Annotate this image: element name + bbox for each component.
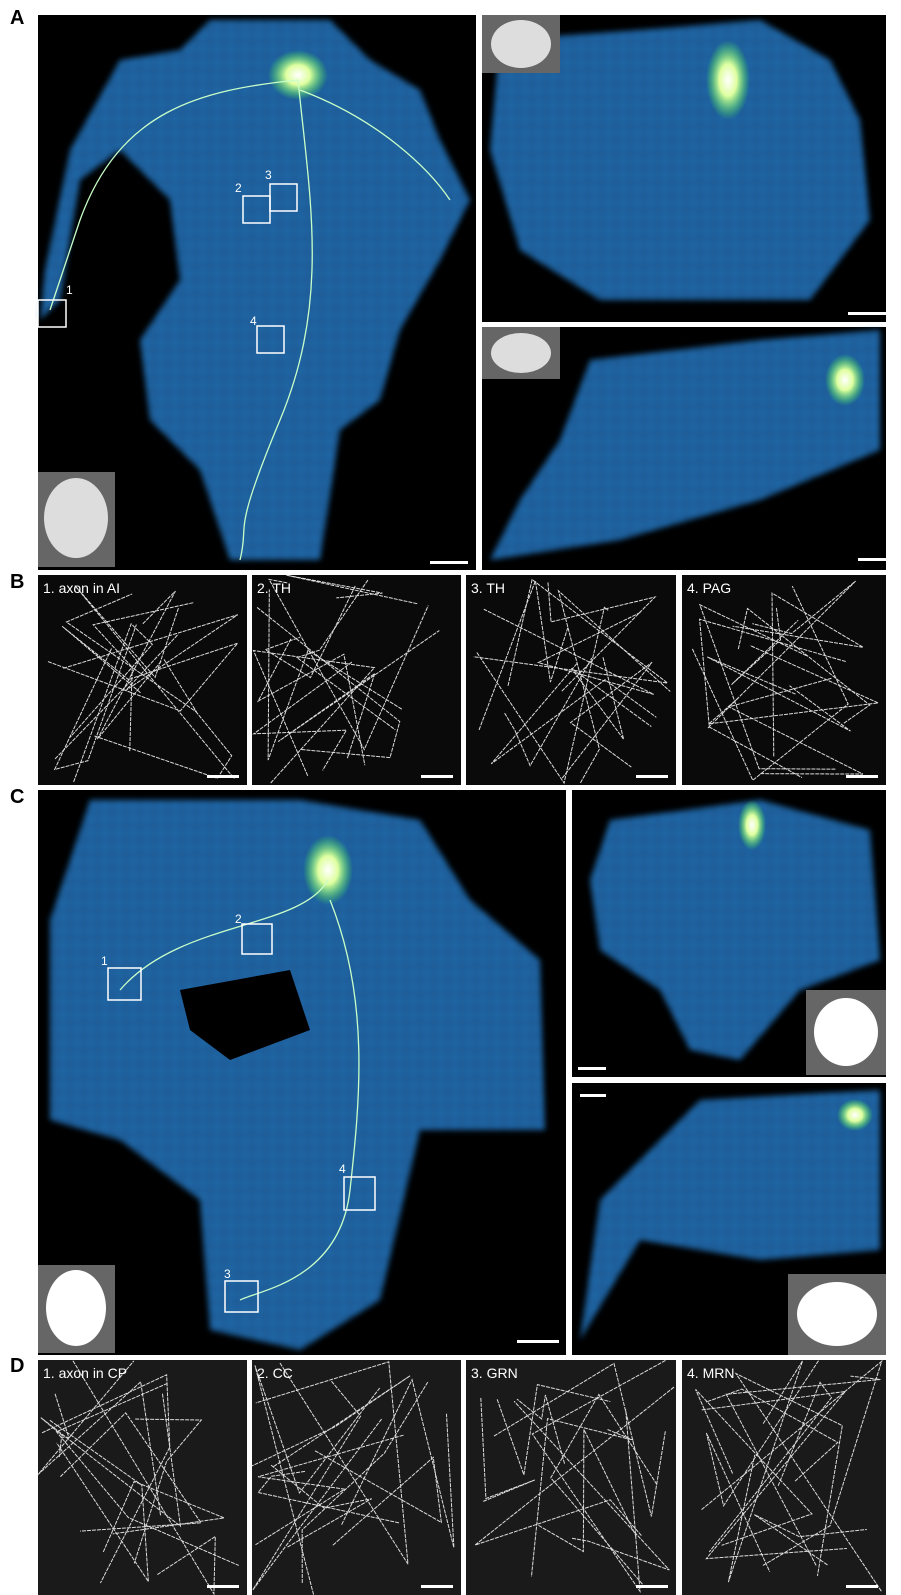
scale-bar bbox=[207, 1585, 239, 1588]
micrograph bbox=[466, 1360, 676, 1595]
roi-label: 2 bbox=[235, 181, 242, 195]
scale-bar bbox=[517, 1340, 559, 1343]
scale-bar bbox=[858, 558, 886, 561]
roi-label: 4 bbox=[250, 314, 257, 328]
image-caption: 4. MRN bbox=[687, 1365, 734, 1381]
image-caption: 3. GRN bbox=[471, 1365, 518, 1381]
micrograph bbox=[38, 575, 247, 785]
scale-bar bbox=[636, 1585, 668, 1588]
roi-label: 3 bbox=[224, 1267, 231, 1281]
panel-letter: B bbox=[10, 571, 24, 593]
micrograph bbox=[682, 1360, 886, 1595]
soma-glow bbox=[825, 354, 865, 406]
scale-bar bbox=[421, 1585, 453, 1588]
soma-glow bbox=[738, 800, 766, 850]
image-caption: 1. axon in CP bbox=[43, 1365, 127, 1381]
scale-bar bbox=[430, 561, 468, 564]
image-caption: 2. CC bbox=[257, 1365, 293, 1381]
image-caption: 3. TH bbox=[471, 580, 505, 596]
micrograph bbox=[682, 575, 886, 785]
atlas-inset bbox=[491, 20, 551, 68]
roi-label: 4 bbox=[339, 1162, 346, 1176]
panel-letter: D bbox=[10, 1355, 24, 1377]
scale-bar bbox=[580, 1094, 606, 1097]
image-caption: 1. axon in AI bbox=[43, 580, 120, 596]
roi-label: 1 bbox=[101, 954, 108, 968]
scale-bar bbox=[846, 1585, 878, 1588]
panel-letter: A bbox=[10, 7, 24, 29]
scale-bar bbox=[636, 775, 668, 778]
roi-label: 1 bbox=[66, 283, 73, 297]
atlas-inset bbox=[797, 1282, 877, 1346]
soma-glow bbox=[268, 50, 328, 100]
scale-bar bbox=[578, 1067, 606, 1070]
atlas-inset bbox=[491, 333, 551, 373]
roi-label: 3 bbox=[265, 168, 272, 182]
soma-glow bbox=[837, 1099, 873, 1131]
atlas-inset bbox=[46, 1270, 106, 1346]
image-caption: 2. TH bbox=[257, 580, 291, 596]
image-caption: 4. PAG bbox=[687, 580, 731, 596]
figure: A B C D 1 2 3 4 1 2 3 4 1. axon in AI 2. TH 3. TH 4. PA… bbox=[0, 0, 901, 1595]
soma-glow bbox=[303, 835, 353, 905]
scale-bar bbox=[848, 312, 886, 315]
atlas-inset bbox=[814, 998, 878, 1066]
scale-bar bbox=[846, 775, 878, 778]
soma-glow bbox=[706, 40, 750, 120]
scale-bar bbox=[421, 775, 453, 778]
scale-bar bbox=[207, 775, 239, 778]
atlas-inset bbox=[44, 478, 108, 558]
micrograph bbox=[252, 575, 461, 785]
panel-letter: C bbox=[10, 786, 24, 808]
roi-label: 2 bbox=[235, 912, 242, 926]
